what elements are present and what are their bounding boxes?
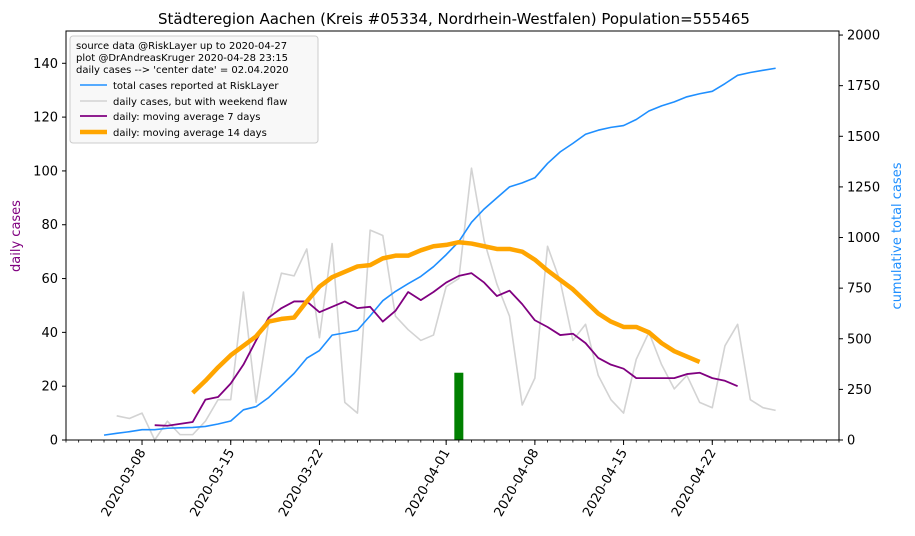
center-date-bar bbox=[454, 372, 464, 440]
left-axis-label: daily cases bbox=[9, 200, 24, 272]
plot-area bbox=[103, 67, 776, 441]
x-tick-label: 2020-03-15 bbox=[187, 447, 238, 520]
info-line-plot: plot @DrAndreasKruger 2020-04-28 23:15 bbox=[76, 53, 288, 64]
left-tick-label: 120 bbox=[33, 111, 58, 126]
right-tick-label: 1250 bbox=[847, 180, 880, 195]
right-tick-label: 1500 bbox=[847, 130, 880, 145]
x-axis: 2020-03-08 2020-03-15 2020-03-22 2020-04-01… bbox=[65, 440, 840, 520]
left-tick-label: 140 bbox=[33, 57, 58, 72]
left-tick-label: 0 bbox=[50, 434, 58, 449]
right-tick-label: 0 bbox=[847, 434, 855, 449]
series-ma14-line bbox=[191, 239, 701, 395]
legend-label-ma14: daily: moving average 14 days bbox=[113, 128, 267, 139]
legend-label-total: total cases reported at RiskLayer bbox=[113, 81, 279, 92]
plot-frame bbox=[65, 30, 840, 441]
x-tick-label: 2020-03-22 bbox=[276, 447, 327, 520]
right-tick-label: 750 bbox=[847, 282, 872, 297]
legend-label-ma7: daily: moving average 7 days bbox=[113, 112, 260, 123]
right-axis: 0 250 500 750 1000 1250 1500 1750 2000 bbox=[839, 29, 880, 449]
series-ma7-line bbox=[154, 272, 738, 427]
right-tick-label: 1750 bbox=[847, 79, 880, 94]
chart-title: Städteregion Aachen (Kreis #05334, Nordr… bbox=[158, 10, 750, 28]
info-line-source: source data @RiskLayer up to 2020-04-27 bbox=[76, 41, 287, 52]
series-daily-line bbox=[116, 167, 776, 441]
right-tick-label: 250 bbox=[847, 383, 872, 398]
left-tick-label: 80 bbox=[41, 218, 58, 233]
right-tick-label: 500 bbox=[847, 332, 872, 347]
left-tick-label: 20 bbox=[41, 380, 58, 395]
legend-label-daily: daily cases, but with weekend flaw bbox=[113, 97, 287, 108]
right-tick-label: 2000 bbox=[847, 29, 880, 44]
left-tick-label: 60 bbox=[41, 272, 58, 287]
right-axis-label: cumulative total cases bbox=[890, 162, 905, 309]
left-tick-label: 40 bbox=[41, 326, 58, 341]
info-line-center: daily cases --> 'center date' = 02.04.20… bbox=[76, 65, 289, 76]
x-tick-label: 2020-04-22 bbox=[669, 447, 720, 520]
legend: source data @RiskLayer up to 2020-04-27 … bbox=[69, 35, 319, 144]
x-tick-label: 2020-04-08 bbox=[492, 447, 543, 520]
x-tick-label: 2020-03-08 bbox=[99, 447, 150, 520]
x-tick-label: 2020-04-15 bbox=[580, 447, 631, 520]
right-tick-label: 1000 bbox=[847, 231, 880, 246]
series-total-line bbox=[103, 67, 776, 436]
x-tick-label: 2020-04-01 bbox=[403, 447, 454, 520]
left-tick-label: 100 bbox=[33, 164, 58, 179]
left-axis: 0 20 40 60 80 100 120 140 bbox=[33, 57, 66, 449]
legend-box bbox=[69, 35, 319, 144]
